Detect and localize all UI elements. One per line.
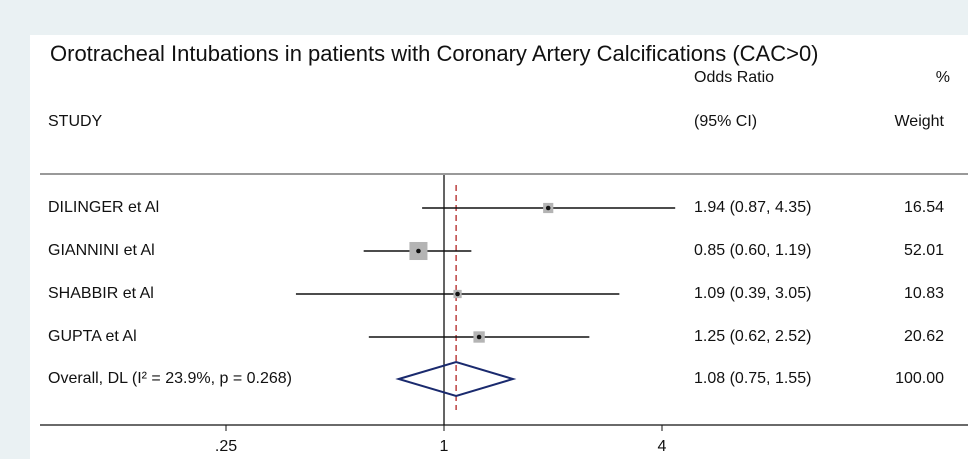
estimate-point — [476, 334, 482, 340]
estimate-point — [545, 205, 551, 211]
ci-label: 1.09 (0.39, 3.05) — [694, 285, 811, 302]
x-tick-label: .25 — [215, 438, 237, 455]
header: Odds Ratio — [694, 69, 774, 86]
ci-label: 0.85 (0.60, 1.19) — [694, 242, 811, 259]
study-label: DILINGER et Al — [48, 199, 159, 216]
header: % — [936, 69, 950, 86]
plot-area — [30, 35, 968, 459]
weight-label: 20.62 — [904, 328, 944, 345]
ci-label: 1.08 (0.75, 1.55) — [694, 370, 811, 387]
weight-label: 52.01 — [904, 242, 944, 259]
chart-title: Orotracheal Intubations in patients with… — [50, 41, 819, 66]
overall-label: Overall, DL (I² = 23.9%, p = 0.268) — [48, 370, 292, 387]
header: STUDY — [48, 113, 103, 130]
ci-label: 1.94 (0.87, 4.35) — [694, 199, 811, 216]
ci-label: 1.25 (0.62, 2.52) — [694, 328, 811, 345]
weight-label: 16.54 — [904, 199, 944, 216]
estimate-point — [416, 248, 421, 254]
weight-label: 100.00 — [895, 370, 944, 387]
estimate-point — [455, 291, 460, 297]
header: Weight — [894, 113, 944, 130]
study-label: SHABBIR et Al — [48, 285, 154, 302]
study-label: GIANNINI et Al — [48, 242, 155, 259]
weight-label: 10.83 — [904, 285, 944, 302]
header: (95% CI) — [694, 113, 757, 130]
x-tick-label: 4 — [658, 438, 667, 455]
overall-diamond — [395, 360, 517, 398]
study-label: GUPTA et Al — [48, 328, 137, 345]
x-tick-label: 1 — [440, 438, 449, 455]
